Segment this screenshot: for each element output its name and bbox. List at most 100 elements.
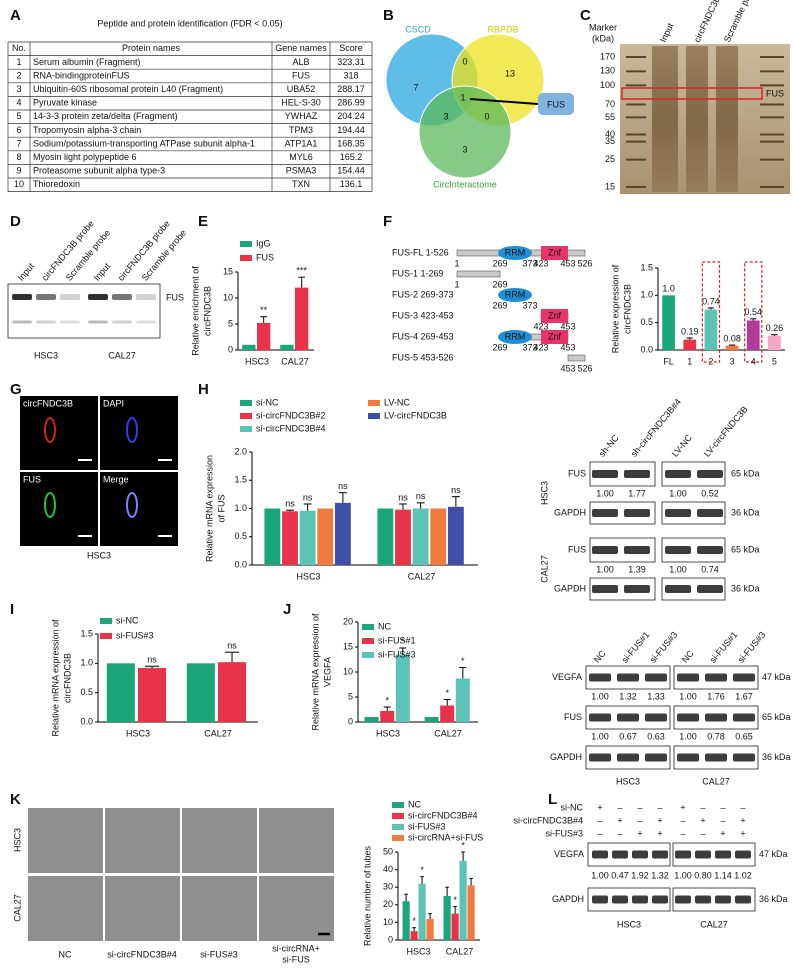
quant-label: 1.00: [669, 564, 687, 574]
y-tick-label: 15: [343, 641, 353, 651]
quant-label: 0.47: [611, 870, 629, 880]
table-header: Protein names: [122, 43, 181, 53]
bar: [395, 654, 410, 722]
band: [675, 850, 691, 859]
size-label: 36 kDa: [762, 752, 791, 762]
quant-label: 1.39: [628, 564, 646, 574]
legend-label: si-FUS#3: [116, 630, 154, 640]
table-cell: TPM3: [289, 125, 313, 135]
venn-count: 0: [484, 111, 489, 121]
construct-label: FUS-3 423-453: [392, 310, 454, 320]
x-tick-label: CAL27: [434, 728, 462, 738]
callout-box: [538, 93, 574, 115]
size-label: 36 kDa: [731, 507, 760, 517]
row-label: GAPDH: [554, 507, 586, 517]
band: [624, 509, 650, 517]
highlight-box: [701, 261, 721, 363]
band: [624, 470, 650, 478]
lane-label: NC: [592, 648, 608, 665]
y-tick-label: 0.5: [80, 687, 93, 697]
band: [612, 895, 628, 904]
bar: [242, 344, 256, 350]
bar-label: ns: [227, 641, 237, 651]
band: [697, 470, 723, 478]
sign: –: [617, 802, 622, 812]
table-header: Score: [339, 43, 363, 53]
y-tick-label: 0.5: [640, 317, 653, 327]
bar: [746, 320, 760, 350]
y-tick-label: 0.0: [80, 716, 93, 726]
legend-label: si-circFNDC3B#2: [256, 410, 326, 420]
table-cell: Myosin light polypeptide 6: [33, 152, 137, 162]
bar: [334, 502, 351, 565]
gel-axis-label: Marker: [589, 22, 617, 32]
x-tick-label: 3: [730, 356, 735, 366]
band: [697, 585, 723, 593]
gel-axis-label: (kDa): [592, 33, 614, 43]
row-label: FUS: [568, 544, 586, 554]
size-label: 36 kDa: [759, 894, 788, 904]
blot-frame: [672, 887, 756, 912]
bar-label: 0.54: [744, 307, 762, 317]
sign: –: [680, 815, 685, 825]
cell-label: CAL27: [700, 919, 728, 929]
table-cell: HEL-S-30: [281, 98, 321, 108]
quant-label: 0.65: [735, 731, 753, 741]
y-tick-label: 0.0: [234, 559, 247, 569]
band: [136, 320, 156, 324]
band: [705, 673, 727, 682]
marker-label: 25: [605, 154, 615, 164]
bar: [377, 508, 394, 565]
sign: +: [617, 815, 622, 825]
bar: [299, 510, 316, 565]
venn-set-label: RBPDB: [487, 24, 518, 34]
micrograph: [105, 876, 180, 941]
construct-tick: 269: [492, 300, 507, 310]
quant-label: 0.63: [647, 731, 665, 741]
bar: [725, 345, 739, 350]
legend-label: FUS: [256, 252, 274, 262]
table-cell: 8: [16, 152, 21, 162]
band: [592, 509, 618, 517]
micrograph: [105, 808, 180, 873]
legend-label: si-FUS#3: [408, 821, 446, 831]
band: [652, 850, 668, 859]
band: [592, 895, 608, 904]
y-tick-label: 0: [388, 934, 393, 944]
construct-tick: 269: [492, 258, 507, 268]
bar: [412, 508, 429, 565]
y-tick-label: 0.0: [640, 344, 653, 354]
gel-lane: [652, 46, 678, 192]
marker-label: 100: [600, 80, 615, 90]
quant-label: 1.76: [707, 691, 725, 701]
construct-label: FUS-FL 1-526: [392, 247, 449, 257]
construct-tick: 423: [533, 258, 548, 268]
y-axis-label: Relative enrichment of: [190, 266, 200, 356]
size-label: 65 kDa: [731, 544, 760, 554]
sign: +: [700, 815, 705, 825]
legend-swatch: [240, 255, 252, 261]
bar: [451, 913, 459, 940]
y-tick-label: 0: [348, 716, 353, 726]
table-cell: 14-3-3 protein zeta/delta (Fragment): [33, 111, 178, 121]
bar-label: ns: [303, 492, 313, 502]
band: [589, 753, 611, 762]
quant-label: 0.74: [701, 564, 719, 574]
panel-label: C: [580, 7, 591, 24]
venn-arrow: [469, 98, 539, 105]
row-label: FUS: [564, 712, 582, 722]
sign: –: [700, 828, 705, 838]
table-cell: 323.31: [337, 57, 365, 67]
legend-swatch: [240, 400, 252, 406]
legend-swatch: [100, 633, 112, 639]
micrograph: [28, 808, 103, 873]
micrograph: [100, 396, 178, 470]
band: [592, 546, 618, 554]
x-tick-label: CAL27: [446, 946, 474, 956]
table-cell: Tropomyosin alpha-3 chain: [33, 125, 141, 135]
band: [665, 546, 691, 554]
bar: [662, 295, 675, 350]
band: [36, 294, 56, 300]
y-tick-label: 10: [223, 292, 233, 302]
